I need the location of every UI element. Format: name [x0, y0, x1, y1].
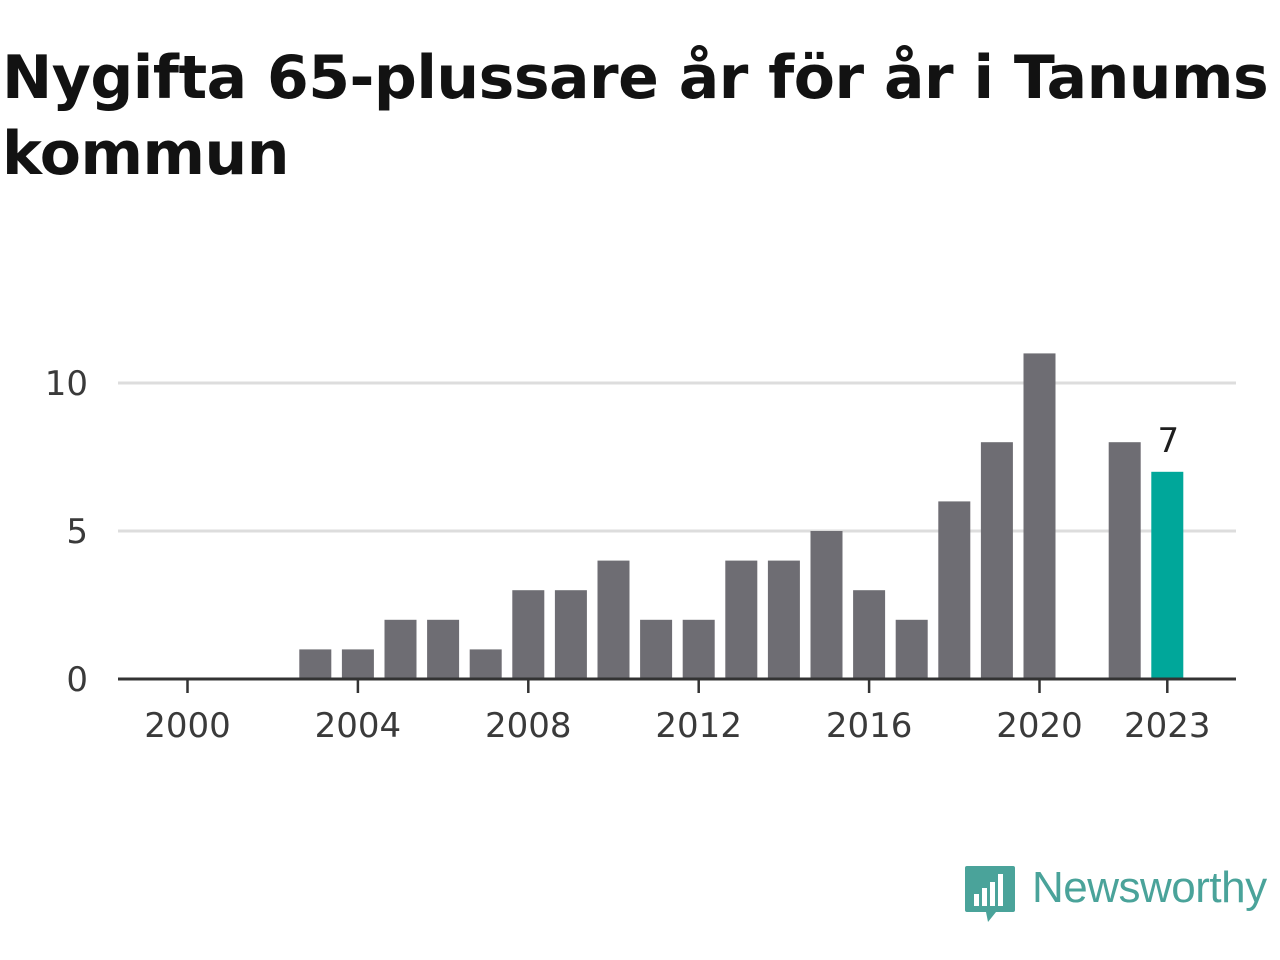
bar	[427, 619, 460, 679]
data-labels: 7	[1157, 421, 1179, 461]
y-axis-tick-labels: 0 5 10	[45, 364, 88, 700]
y-tick-label: 0	[66, 660, 88, 700]
bar	[810, 531, 843, 679]
bar	[682, 619, 715, 679]
x-tick-label: 2000	[144, 706, 231, 746]
bar	[767, 560, 800, 679]
bar	[384, 619, 417, 679]
y-tick-label: 10	[45, 364, 88, 404]
bar	[554, 590, 587, 679]
bar	[299, 649, 332, 679]
bar	[597, 560, 630, 679]
x-axis: 2000 2004 2008 2012 2016 2020 2023	[118, 677, 1236, 746]
bar	[512, 590, 545, 679]
gridlines	[118, 381, 1236, 533]
bar	[895, 619, 928, 679]
newsworthy-logo-icon	[965, 866, 1015, 922]
bar-highlight	[1151, 471, 1184, 679]
brand-name: Newsworthy	[1032, 863, 1267, 912]
x-tick-label: 2004	[315, 706, 402, 746]
bar	[469, 649, 502, 679]
data-label: 7	[1157, 421, 1179, 461]
bar	[980, 442, 1013, 679]
bar	[640, 619, 673, 679]
bar	[725, 560, 758, 679]
bar	[341, 649, 374, 679]
x-tick-label: 2016	[826, 706, 913, 746]
bar	[853, 590, 886, 679]
x-tick-label: 2008	[485, 706, 572, 746]
brand-logo: Newsworthy	[964, 864, 1267, 928]
x-tick-label: 2023	[1124, 706, 1211, 746]
bar	[938, 501, 971, 679]
bar	[1023, 353, 1056, 679]
bars	[299, 353, 1184, 679]
chart-title: Nygifta 65-plussare år för år i Tanums k…	[2, 43, 1269, 189]
bar	[1108, 442, 1141, 679]
y-tick-label: 5	[66, 512, 88, 552]
x-tick-label: 2012	[655, 706, 742, 746]
x-tick-label: 2020	[996, 706, 1083, 746]
